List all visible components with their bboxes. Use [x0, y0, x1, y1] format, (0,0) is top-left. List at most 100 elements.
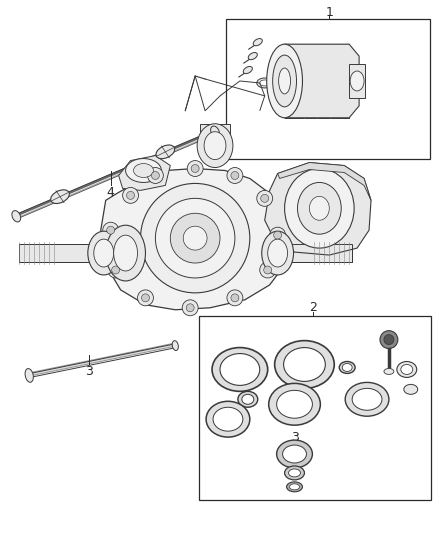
Ellipse shape — [243, 67, 252, 74]
Ellipse shape — [172, 341, 178, 351]
Ellipse shape — [148, 167, 163, 183]
Ellipse shape — [88, 231, 120, 275]
Ellipse shape — [183, 226, 207, 250]
Ellipse shape — [134, 164, 153, 177]
Ellipse shape — [114, 235, 138, 271]
Polygon shape — [275, 44, 359, 118]
Polygon shape — [278, 163, 371, 200]
Ellipse shape — [279, 68, 290, 94]
Ellipse shape — [156, 145, 175, 159]
Bar — [19, 244, 104, 262]
Ellipse shape — [186, 304, 194, 312]
Bar — [349, 64, 365, 98]
Ellipse shape — [227, 167, 243, 183]
Text: 3: 3 — [85, 365, 93, 378]
Ellipse shape — [231, 172, 239, 180]
Ellipse shape — [273, 55, 297, 107]
Ellipse shape — [289, 469, 300, 477]
Text: 3: 3 — [290, 431, 298, 443]
Ellipse shape — [212, 348, 268, 391]
Ellipse shape — [155, 198, 235, 278]
Ellipse shape — [397, 361, 417, 377]
Bar — [199, 316, 431, 500]
Text: 1: 1 — [325, 6, 333, 19]
Ellipse shape — [108, 262, 124, 278]
Ellipse shape — [182, 300, 198, 316]
Polygon shape — [265, 163, 371, 255]
Ellipse shape — [141, 294, 149, 302]
Ellipse shape — [297, 182, 341, 234]
Ellipse shape — [141, 183, 250, 293]
Ellipse shape — [191, 165, 199, 173]
Ellipse shape — [275, 341, 334, 389]
Ellipse shape — [270, 227, 286, 243]
Ellipse shape — [138, 290, 153, 306]
Ellipse shape — [277, 440, 312, 468]
Ellipse shape — [213, 407, 243, 431]
Ellipse shape — [264, 266, 272, 274]
Ellipse shape — [12, 211, 21, 222]
Ellipse shape — [242, 394, 254, 404]
Ellipse shape — [268, 239, 288, 267]
Bar — [226, 19, 430, 158]
Ellipse shape — [352, 389, 382, 410]
Ellipse shape — [285, 168, 354, 248]
Ellipse shape — [285, 466, 304, 480]
Ellipse shape — [253, 38, 262, 46]
Ellipse shape — [380, 330, 398, 349]
Ellipse shape — [25, 368, 33, 382]
Ellipse shape — [286, 482, 303, 492]
Ellipse shape — [283, 445, 307, 463]
Ellipse shape — [283, 348, 325, 382]
Ellipse shape — [220, 353, 260, 385]
Ellipse shape — [170, 213, 220, 263]
Ellipse shape — [262, 231, 293, 275]
Ellipse shape — [106, 225, 145, 281]
Ellipse shape — [260, 262, 276, 278]
Polygon shape — [119, 156, 170, 190]
Ellipse shape — [211, 126, 219, 138]
Ellipse shape — [350, 71, 364, 91]
Ellipse shape — [257, 190, 273, 206]
Bar — [19, 244, 104, 262]
Ellipse shape — [248, 53, 258, 60]
Ellipse shape — [339, 361, 355, 374]
Text: 2: 2 — [310, 301, 318, 314]
Ellipse shape — [107, 226, 115, 234]
Ellipse shape — [261, 195, 268, 203]
Ellipse shape — [257, 78, 273, 88]
Ellipse shape — [277, 390, 312, 418]
Ellipse shape — [342, 364, 352, 372]
Ellipse shape — [197, 124, 233, 167]
Ellipse shape — [401, 365, 413, 375]
Ellipse shape — [51, 190, 69, 204]
Ellipse shape — [126, 158, 161, 182]
Ellipse shape — [404, 384, 418, 394]
Ellipse shape — [227, 290, 243, 306]
Ellipse shape — [384, 335, 394, 345]
Bar — [278, 244, 352, 262]
Text: 4: 4 — [107, 186, 115, 199]
Ellipse shape — [206, 401, 250, 437]
Ellipse shape — [103, 222, 119, 238]
Ellipse shape — [187, 160, 203, 176]
Ellipse shape — [274, 231, 282, 239]
Ellipse shape — [384, 368, 394, 375]
Ellipse shape — [267, 44, 303, 118]
Polygon shape — [101, 168, 290, 310]
Ellipse shape — [94, 239, 114, 267]
Bar — [200, 124, 230, 146]
Ellipse shape — [260, 80, 270, 86]
Ellipse shape — [268, 383, 320, 425]
Ellipse shape — [204, 132, 226, 159]
Ellipse shape — [309, 196, 329, 220]
Ellipse shape — [123, 188, 138, 203]
Ellipse shape — [231, 294, 239, 302]
Bar — [278, 244, 352, 262]
Ellipse shape — [290, 484, 300, 490]
Ellipse shape — [345, 382, 389, 416]
Ellipse shape — [238, 391, 258, 407]
Ellipse shape — [152, 172, 159, 180]
Ellipse shape — [112, 266, 120, 274]
Ellipse shape — [127, 191, 134, 199]
